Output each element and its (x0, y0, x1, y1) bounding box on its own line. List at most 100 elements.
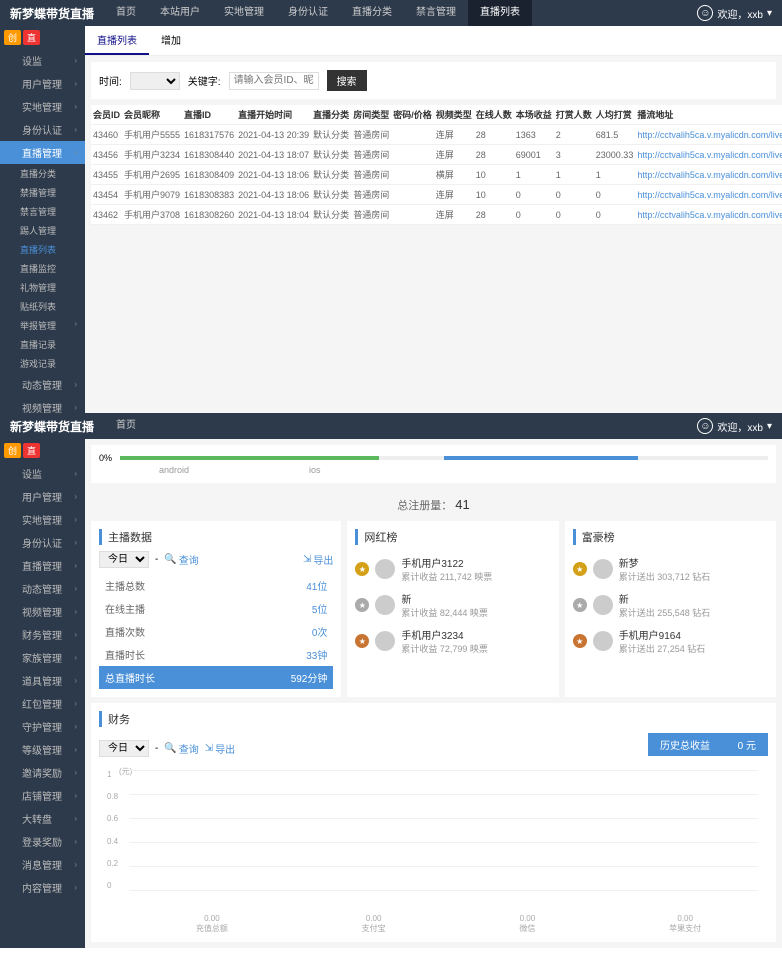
badge-2[interactable]: 直 (23, 443, 40, 458)
sidebar-item[interactable]: 直播列表 (0, 240, 85, 259)
chart-pct: 0% (99, 453, 112, 463)
sidebar-item[interactable]: 直播管理› (0, 554, 85, 577)
medal-icon: ★ (573, 562, 587, 576)
medal-icon: ★ (573, 598, 587, 612)
col-header: 人均打赏 (594, 105, 636, 125)
stream-title: 主播数据 (99, 529, 333, 545)
badge-2[interactable]: 直 (23, 30, 40, 45)
x-label: 0.00充值总额 (196, 914, 228, 934)
chart-lbl-ios: ios (309, 465, 321, 475)
user-area[interactable]: ☺ 欢迎，xxb ▾ (697, 418, 772, 434)
col-header: 会员昵称 (122, 105, 182, 125)
sidebar-item[interactable]: 财务管理› (0, 623, 85, 646)
sidebar-item[interactable]: 家族管理› (0, 646, 85, 669)
sidebar-item[interactable]: 视频管理› (0, 600, 85, 623)
stream-query[interactable]: 🔍 查询 (164, 552, 198, 567)
sidebar-item[interactable]: 举报管理› (0, 316, 85, 335)
table-row: 43455手机用户269516183084092021-04-13 18:06默… (91, 165, 782, 185)
user-area[interactable]: ☺ 欢迎，xxb ▾ (697, 5, 772, 21)
badge-1[interactable]: 创 (4, 30, 21, 45)
sidebar-item[interactable]: 设监› (0, 462, 85, 485)
brand-title: 新梦蝶带货直播 (10, 5, 94, 22)
medal-icon: ★ (355, 598, 369, 612)
topnav-tab[interactable]: 身份认证 (276, 0, 340, 26)
chart-lbl-android: android (159, 465, 189, 475)
welcome-text: 欢迎，xxb (717, 419, 763, 434)
top-nav: 首页 (104, 413, 148, 439)
avatar-icon: ☺ (697, 418, 713, 434)
sidebar-item[interactable]: 身份认证› (0, 531, 85, 554)
badge-1[interactable]: 创 (4, 443, 21, 458)
sidebar-item[interactable]: 实地管理› (0, 95, 85, 118)
rank-item: ★手机用户3122累计收益 211,742 映票 (355, 551, 550, 587)
time-label: 时间: (99, 73, 122, 88)
fin-period[interactable]: 今日 (99, 740, 149, 757)
rank-item: ★手机用户3234累计收益 72,799 映票 (355, 623, 550, 659)
stat-row: 主播总数41位 (99, 574, 333, 597)
rank1-title: 网红榜 (355, 529, 550, 545)
sidebar-item[interactable]: 大转盘› (0, 807, 85, 830)
col-header: 直播分类 (311, 105, 351, 125)
sidebar-item[interactable]: 直播管理› (0, 141, 85, 164)
sidebar-item[interactable]: 贴纸列表 (0, 297, 85, 316)
x-label: 0.00微信 (519, 914, 535, 934)
rank-avatar (375, 559, 395, 579)
topnav-tab[interactable]: 直播分类 (340, 0, 404, 26)
rank-avatar (375, 595, 395, 615)
fin-history[interactable]: 历史总收益0 元 (648, 733, 768, 756)
sidebar-item[interactable]: 用户管理› (0, 485, 85, 508)
sidebar-item[interactable]: 红包管理› (0, 692, 85, 715)
sidebar-item[interactable]: 直播记录 (0, 335, 85, 354)
fin-query[interactable]: 🔍 查询 (164, 741, 198, 756)
stat-row: 直播时长33钟 (99, 643, 333, 666)
stat-row: 总直播时长592分钟 (99, 666, 333, 689)
sidebar-item[interactable]: 设监› (0, 49, 85, 72)
brand-title: 新梦蝶带货直播 (10, 418, 94, 435)
sidebar-item[interactable]: 内容管理› (0, 876, 85, 899)
col-header: 视频类型 (434, 105, 474, 125)
sidebar-item[interactable]: 消息管理› (0, 853, 85, 876)
sidebar-item[interactable]: 等级管理› (0, 738, 85, 761)
topnav-tab[interactable]: 实地管理 (212, 0, 276, 26)
col-header: 房间类型 (351, 105, 391, 125)
sidebar-item[interactable]: 身份认证› (0, 118, 85, 141)
sidebar-item[interactable]: 禁播管理 (0, 183, 85, 202)
col-header: 播流地址 (635, 105, 782, 125)
topnav-tab[interactable]: 禁言管理 (404, 0, 468, 26)
topnav-tab[interactable]: 首页 (104, 0, 148, 26)
sidebar-item[interactable]: 礼物管理 (0, 278, 85, 297)
subtab[interactable]: 增加 (149, 26, 193, 55)
rank-item: ★新累计送出 255,548 钻石 (573, 587, 768, 623)
time-select[interactable] (130, 72, 180, 90)
subtab[interactable]: 直播列表 (85, 26, 149, 55)
sidebar-item[interactable]: 店铺管理› (0, 784, 85, 807)
topnav-tab[interactable]: 直播列表 (468, 0, 532, 26)
sidebar-item[interactable]: 直播监控 (0, 259, 85, 278)
rank-avatar (593, 631, 613, 651)
stream-period[interactable]: 今日 (99, 551, 149, 568)
sidebar-item[interactable]: 登录奖励› (0, 830, 85, 853)
sidebar-item[interactable]: 直播分类 (0, 164, 85, 183)
search-button[interactable]: 搜索 (327, 70, 367, 91)
keyword-input[interactable] (229, 72, 319, 90)
rank-avatar (375, 631, 395, 651)
sidebar-item[interactable]: 道具管理› (0, 669, 85, 692)
rank-avatar (593, 595, 613, 615)
sidebar-item[interactable]: 游戏记录 (0, 354, 85, 373)
topnav-tab[interactable]: 首页 (104, 413, 148, 439)
sidebar-item[interactable]: 守护管理› (0, 715, 85, 738)
chevron-down-icon: ▾ (767, 421, 772, 432)
sidebar-item[interactable]: 踢人管理 (0, 221, 85, 240)
stream-export[interactable]: ⇲ 导出 (303, 552, 333, 567)
top-nav: 首页本站用户实地管理身份认证直播分类禁言管理直播列表 (104, 0, 532, 26)
sidebar: 创 直 设监›用户管理›实地管理›身份认证›直播管理›动态管理›视频管理›财务管… (0, 439, 85, 948)
sidebar-item[interactable]: 动态管理› (0, 373, 85, 396)
sidebar-item[interactable]: 用户管理› (0, 72, 85, 95)
topnav-tab[interactable]: 本站用户 (148, 0, 212, 26)
sidebar-item[interactable]: 邀请奖励› (0, 761, 85, 784)
sidebar-item[interactable]: 禁言管理 (0, 202, 85, 221)
fin-export[interactable]: ⇲ 导出 (205, 741, 235, 756)
sidebar-item[interactable]: 动态管理› (0, 577, 85, 600)
avatar-icon: ☺ (697, 5, 713, 21)
sidebar-item[interactable]: 实地管理› (0, 508, 85, 531)
